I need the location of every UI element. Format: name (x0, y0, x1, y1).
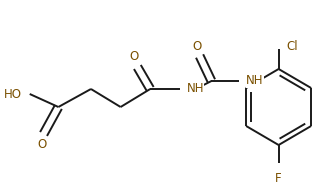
Text: NH: NH (187, 83, 204, 95)
Text: Cl: Cl (287, 40, 298, 53)
Text: O: O (130, 50, 139, 64)
Text: O: O (37, 138, 46, 150)
Text: NH: NH (246, 74, 263, 88)
Text: F: F (275, 172, 282, 185)
Text: O: O (192, 40, 201, 53)
Text: HO: HO (4, 88, 22, 101)
